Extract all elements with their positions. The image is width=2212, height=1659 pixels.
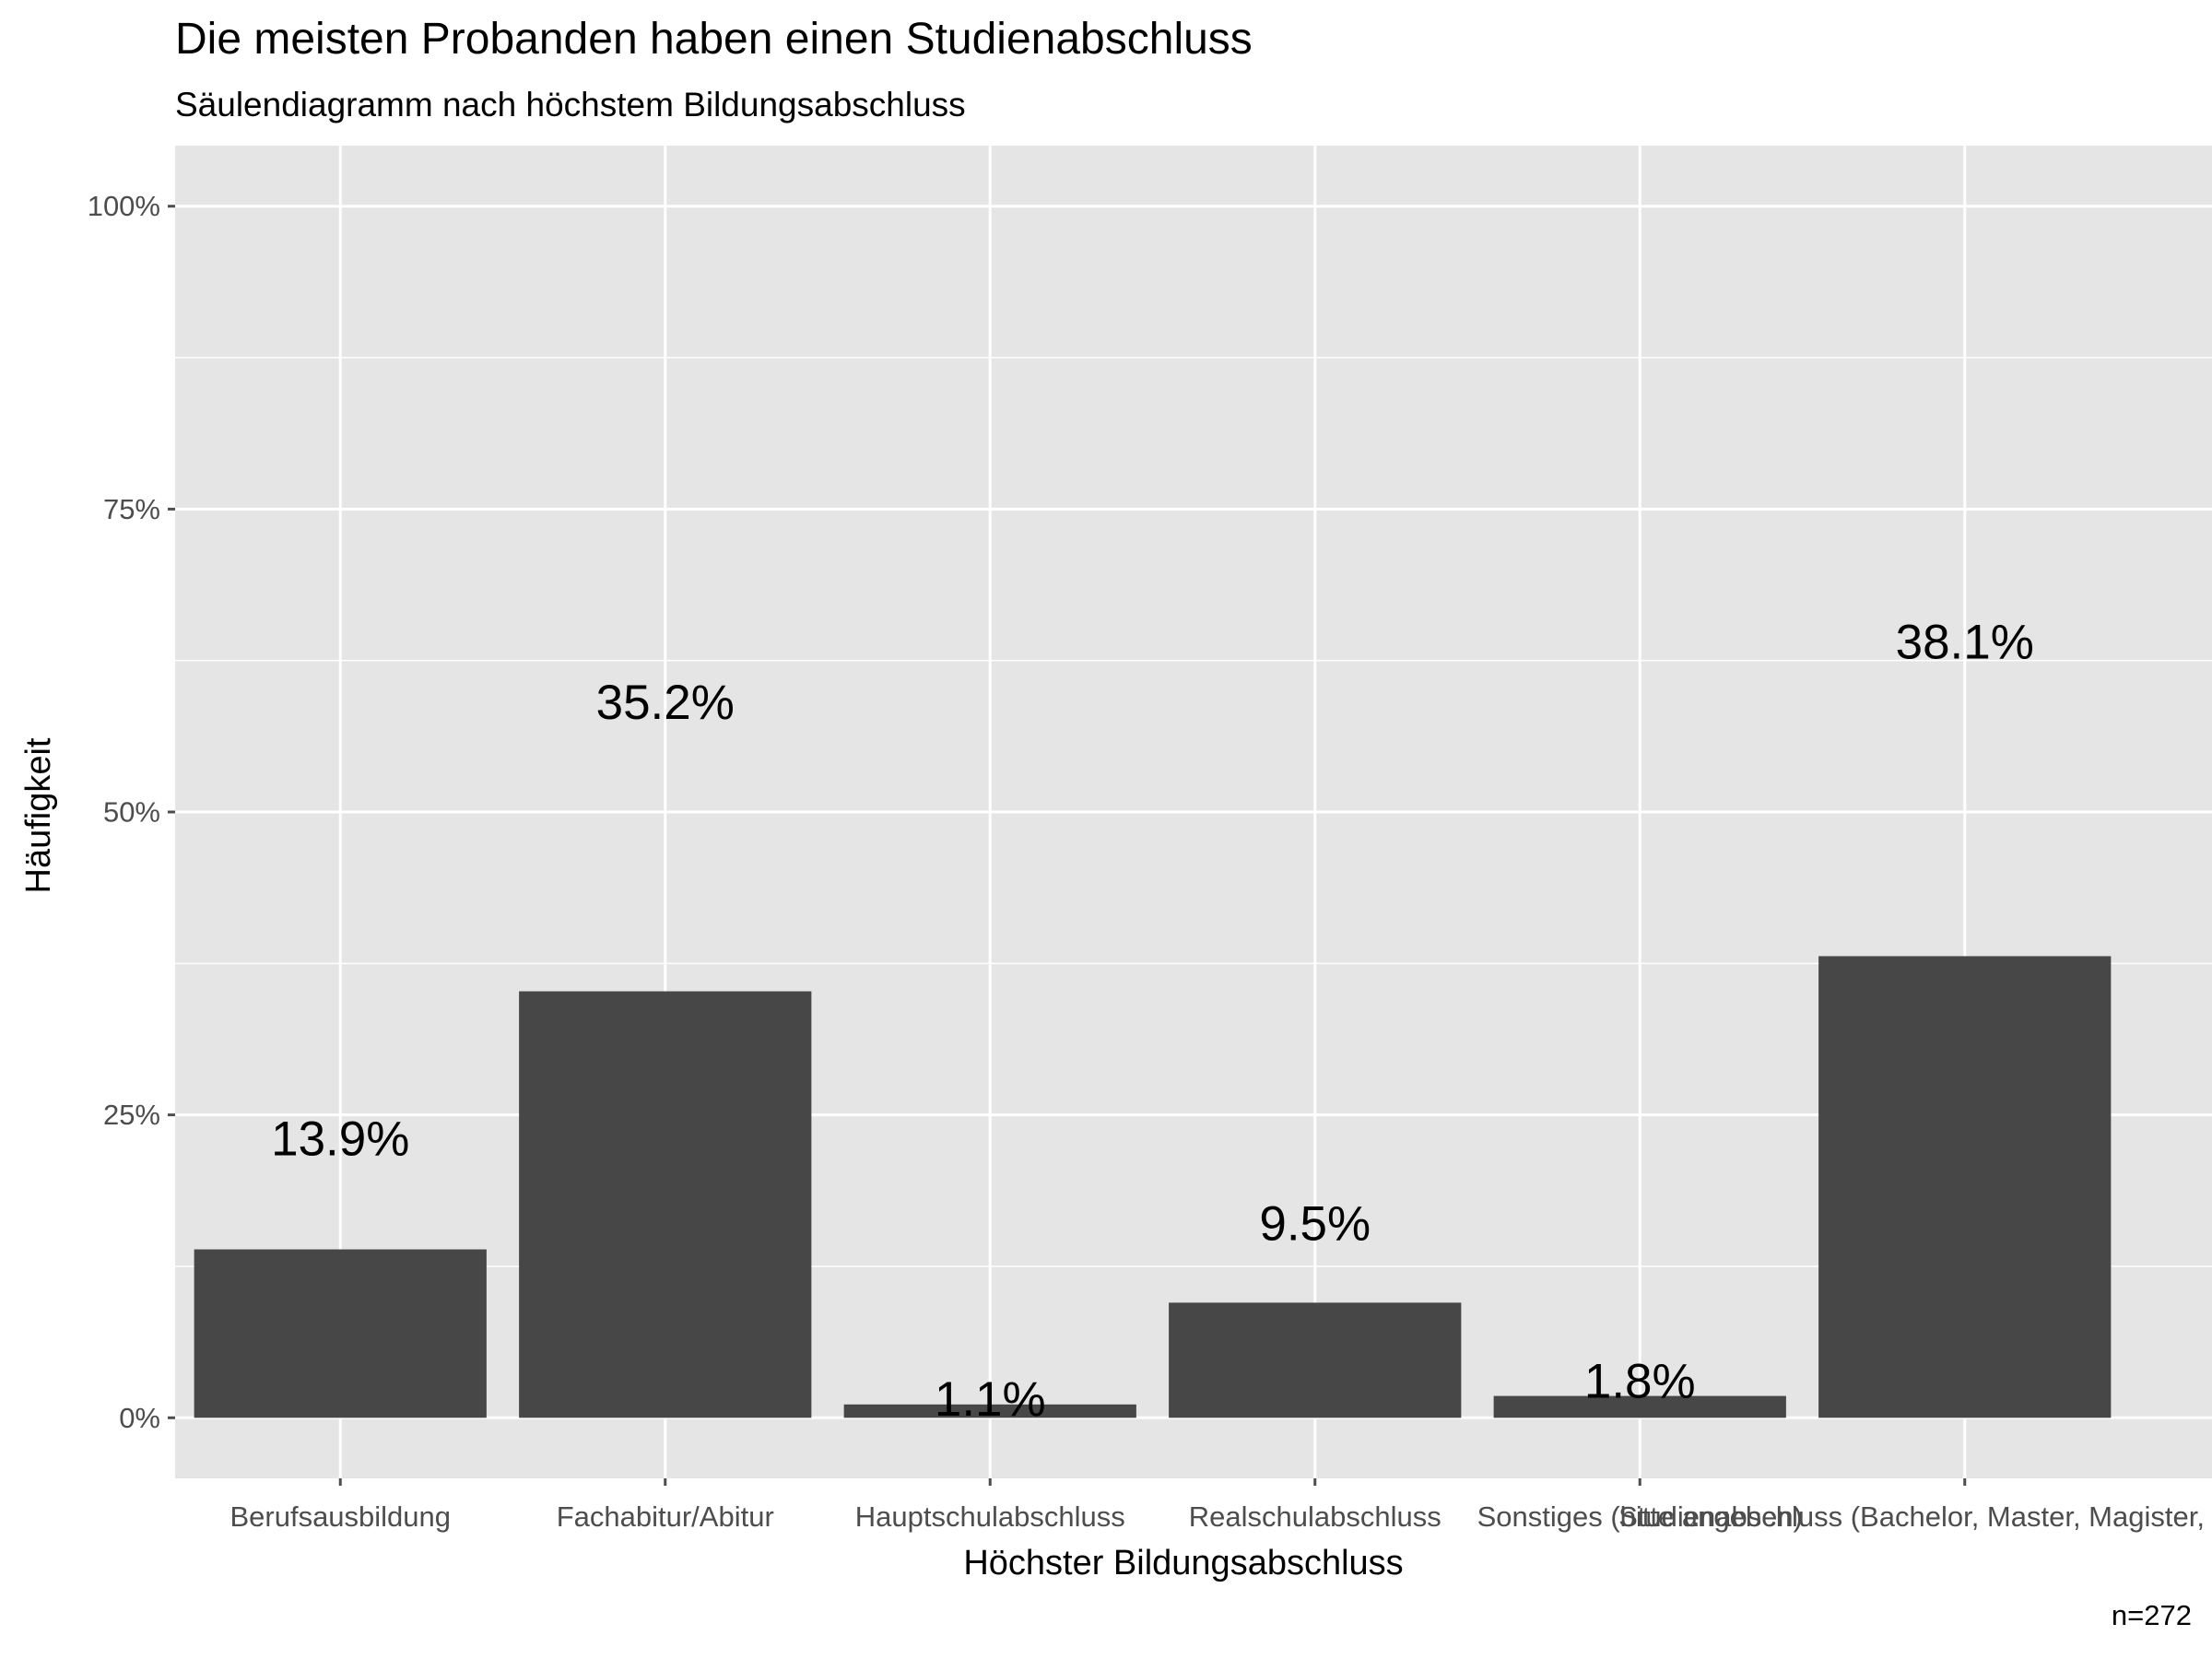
y-tick-label: 100%: [88, 190, 160, 222]
data-label: 35.2%: [596, 676, 735, 730]
chart-title: Die meisten Probanden haben einen Studie…: [175, 15, 1253, 64]
data-label: 1.1%: [935, 1372, 1046, 1427]
bar: [1169, 1302, 1462, 1418]
y-tick-label: 0%: [119, 1402, 160, 1434]
x-tick-label: Sonstiges (bitte angeben): [1477, 1500, 1803, 1533]
x-tick-label: Hauptschulabschluss: [855, 1500, 1125, 1533]
x-tick-label: Realschulabschluss: [1189, 1500, 1441, 1533]
x-axis-title: Höchster Bildungsabschluss: [963, 1544, 1403, 1583]
bar: [843, 1404, 1136, 1418]
y-tick-label: 75%: [103, 493, 160, 525]
plot-area: 13.9% 35.2% 1.1% 9.5% 1.8% 38.1% 0% 25% 50% 75% 10…: [88, 146, 2212, 1533]
chart-caption: n=272: [2112, 1599, 2192, 1631]
data-label: 13.9%: [271, 1112, 409, 1166]
data-label: 9.5%: [1259, 1196, 1371, 1251]
bar: [194, 1249, 487, 1418]
x-tick-label: Berufsausbildung: [229, 1500, 451, 1533]
data-label: 1.8%: [1584, 1354, 1696, 1408]
bar: [1818, 956, 2112, 1418]
y-tick-label: 25%: [103, 1099, 160, 1131]
bar: [1493, 1395, 1786, 1418]
chart-subtitle: Säulendiagramm nach höchstem Bildungsabs…: [175, 86, 966, 124]
y-axis-title: Häufigkeit: [19, 737, 58, 893]
x-tick-label: Studienabschluss (Bachelor, Master, Magi…: [1618, 1500, 2212, 1533]
data-label: 38.1%: [1896, 615, 2034, 669]
x-tick-label: Fachabitur/Abitur: [557, 1500, 774, 1533]
y-tick-label: 50%: [103, 796, 160, 829]
bar: [519, 991, 812, 1418]
